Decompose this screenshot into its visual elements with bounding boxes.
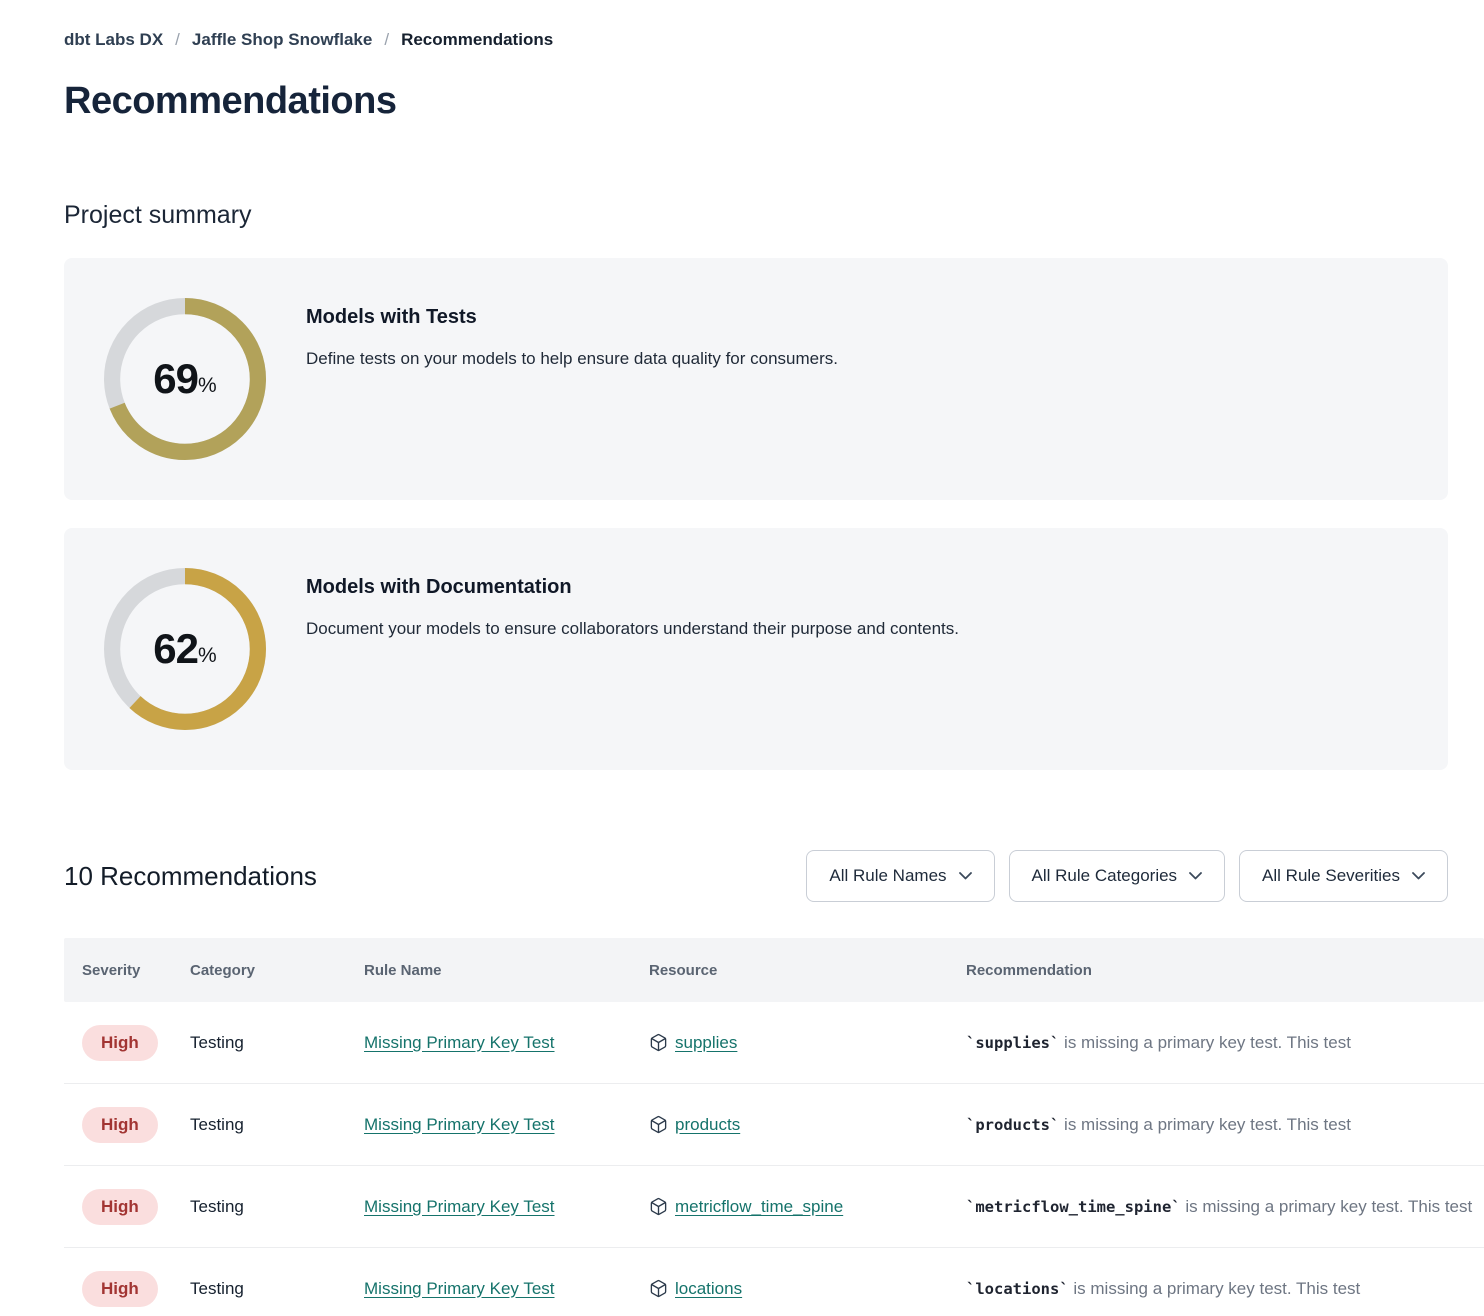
- table-row: High Testing Missing Primary Key Test lo…: [64, 1248, 1484, 1316]
- column-header-category: Category: [190, 961, 256, 979]
- donut-percent-label: 69 %: [104, 298, 266, 460]
- severity-cell: High: [64, 1106, 190, 1143]
- rule-name-cell: Missing Primary Key Test: [364, 1279, 649, 1299]
- resource-link[interactable]: supplies: [675, 1032, 738, 1052]
- recommendation-text: is missing a primary key test. This test: [1068, 1278, 1361, 1298]
- column-header-resource: Resource: [649, 961, 718, 979]
- filter-rule-severities-dropdown[interactable]: All Rule Severities: [1239, 850, 1448, 902]
- recommendation-text: is missing a primary key test. This test: [1059, 1114, 1351, 1134]
- recommendation-cell: `supplies` is missing a primary key test…: [966, 1033, 1484, 1053]
- rule-name-link[interactable]: Missing Primary Key Test: [364, 1114, 555, 1134]
- breadcrumb-link-project[interactable]: Jaffle Shop Snowflake: [191, 30, 373, 49]
- filter-label: All Rule Categories: [1031, 866, 1178, 885]
- recommendation-text: is missing a primary key test. This test: [1059, 1032, 1351, 1052]
- summary-card-models-with-tests: 69 % Models with Tests Define tests on y…: [64, 258, 1448, 500]
- rule-name-link[interactable]: Missing Primary Key Test: [364, 1032, 555, 1052]
- resource-link[interactable]: locations: [675, 1278, 743, 1298]
- card-text: Models with Documentation Document your …: [306, 568, 959, 639]
- page-title: Recommendations: [64, 80, 397, 122]
- card-description: Document your models to ensure collabora…: [306, 619, 959, 638]
- column-header-recommendation: Recommendation: [966, 961, 1092, 979]
- recommendations-count-heading: 10 Recommendations: [64, 860, 317, 891]
- severity-badge: High: [82, 1188, 158, 1225]
- resource-code: `supplies`: [966, 1033, 1060, 1052]
- project-summary-heading: Project summary: [64, 201, 252, 229]
- resource-code: `products`: [966, 1115, 1060, 1134]
- resource-link[interactable]: metricflow_time_spine: [675, 1196, 844, 1216]
- table-row: High Testing Missing Primary Key Test pr…: [64, 1084, 1484, 1166]
- category-cell: Testing: [190, 1032, 244, 1052]
- category-cell: Testing: [190, 1114, 244, 1134]
- rule-name-link[interactable]: Missing Primary Key Test: [364, 1278, 555, 1298]
- model-cube-icon: [650, 1115, 667, 1134]
- category-cell: Testing: [190, 1196, 244, 1216]
- filter-rule-categories-dropdown[interactable]: All Rule Categories: [1008, 850, 1226, 902]
- resource-cell: supplies: [649, 1033, 966, 1053]
- model-cube-icon: [650, 1279, 667, 1298]
- resource-cell: locations: [649, 1279, 966, 1299]
- rule-name-cell: Missing Primary Key Test: [364, 1115, 649, 1135]
- recommendation-cell: `products` is missing a primary key test…: [966, 1115, 1484, 1135]
- rule-name-cell: Missing Primary Key Test: [364, 1033, 649, 1053]
- category-cell: Testing: [190, 1278, 244, 1298]
- severity-cell: High: [64, 1188, 190, 1225]
- model-cube-icon: [650, 1197, 667, 1216]
- filter-label: All Rule Severities: [1262, 866, 1400, 885]
- breadcrumb-separator: /: [175, 30, 180, 49]
- table-row: High Testing Missing Primary Key Test me…: [64, 1166, 1484, 1248]
- breadcrumb-link-account[interactable]: dbt Labs DX: [64, 30, 164, 49]
- percent-value: 69: [153, 355, 199, 402]
- filter-rule-names-dropdown[interactable]: All Rule Names: [806, 850, 995, 902]
- card-description: Define tests on your models to help ensu…: [306, 349, 839, 368]
- breadcrumb-separator: /: [384, 30, 390, 49]
- recommendation-text: is missing a primary key test. This test: [1180, 1196, 1473, 1216]
- recommendations-header: 10 Recommendations All Rule Names All Ru…: [64, 850, 1484, 902]
- breadcrumb: dbt Labs DX / Jaffle Shop Snowflake / Re…: [64, 30, 1484, 50]
- resource-cell: products: [649, 1115, 966, 1135]
- donut-ring: [104, 298, 266, 460]
- resource-code: `metricflow_time_spine`: [966, 1197, 1181, 1216]
- rule-name-cell: Missing Primary Key Test: [364, 1197, 649, 1217]
- severity-badge: High: [82, 1106, 158, 1143]
- rule-name-link[interactable]: Missing Primary Key Test: [364, 1196, 555, 1216]
- resource-cell: metricflow_time_spine: [649, 1197, 966, 1217]
- severity-cell: High: [64, 1270, 190, 1307]
- recommendation-cell: `metricflow_time_spine` is missing a pri…: [966, 1197, 1484, 1217]
- severity-cell: High: [64, 1024, 190, 1061]
- recommendation-cell: `locations` is missing a primary key tes…: [966, 1279, 1484, 1299]
- summary-card-models-with-documentation: 62 % Models with Documentation Document …: [64, 528, 1448, 770]
- chevron-down-icon: [958, 872, 972, 880]
- donut-ring: [104, 568, 266, 730]
- card-title: Models with Documentation: [306, 576, 572, 598]
- percent-sign: %: [198, 374, 217, 397]
- severity-badge: High: [82, 1270, 158, 1307]
- column-header-rule-name: Rule Name: [364, 961, 442, 979]
- donut-percent-label: 62 %: [104, 568, 266, 730]
- severity-badge: High: [82, 1024, 158, 1061]
- table-header-row: Severity Category Rule Name Resource Rec…: [64, 938, 1484, 1002]
- card-text: Models with Tests Define tests on your m…: [306, 298, 838, 369]
- model-cube-icon: [650, 1033, 667, 1052]
- percent-value: 62: [153, 625, 199, 672]
- chevron-down-icon: [1189, 872, 1202, 880]
- table-body: High Testing Missing Primary Key Test su…: [64, 1002, 1484, 1316]
- breadcrumb-current: Recommendations: [401, 30, 554, 49]
- donut-chart-tests: 69 %: [104, 298, 266, 460]
- column-header-severity: Severity: [82, 961, 141, 979]
- recommendations-table: Severity Category Rule Name Resource Rec…: [64, 938, 1484, 1316]
- percent-sign: %: [198, 644, 217, 667]
- card-title: Models with Tests: [306, 306, 477, 328]
- filter-bar: All Rule Names All Rule Categories All R…: [806, 850, 1448, 902]
- filter-label: All Rule Names: [829, 866, 947, 885]
- chevron-down-icon: [1412, 872, 1425, 880]
- resource-code: `locations`: [966, 1279, 1069, 1298]
- donut-chart-documentation: 62 %: [104, 568, 266, 730]
- table-row: High Testing Missing Primary Key Test su…: [64, 1002, 1484, 1084]
- resource-link[interactable]: products: [675, 1114, 741, 1134]
